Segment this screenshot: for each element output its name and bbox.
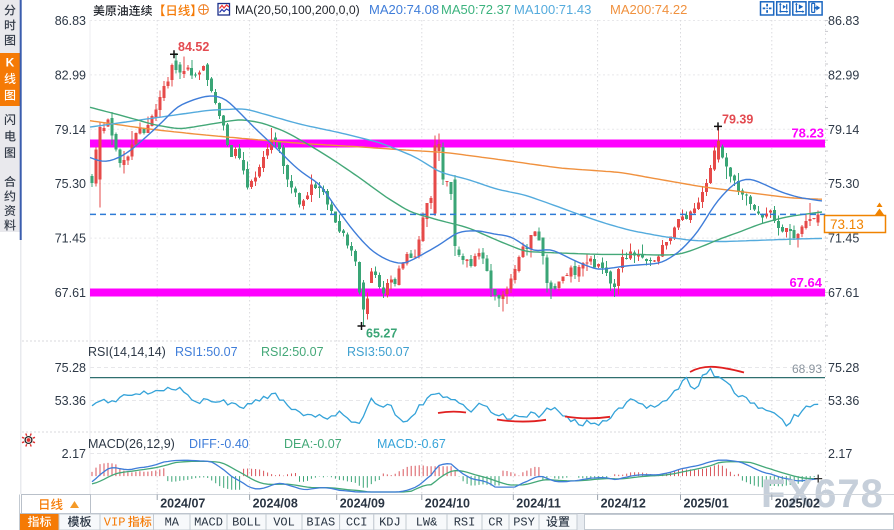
svg-text:71.45: 71.45 — [828, 232, 859, 246]
svg-text:79.14: 79.14 — [828, 123, 859, 137]
svg-text:53.36: 53.36 — [828, 394, 859, 408]
svg-text:82.99: 82.99 — [55, 68, 86, 82]
svg-text:VOL: VOL — [273, 516, 295, 530]
svg-text:MA200:74.22: MA200:74.22 — [610, 2, 687, 17]
svg-text:75.28: 75.28 — [828, 361, 859, 375]
svg-text:2025/02: 2025/02 — [775, 497, 820, 511]
svg-text:75.30: 75.30 — [55, 177, 86, 191]
svg-text:75.28: 75.28 — [55, 361, 86, 375]
svg-text:MACD(26,12,9): MACD(26,12,9) — [88, 437, 175, 451]
svg-text:MACD:-0.67: MACD:-0.67 — [377, 437, 446, 451]
svg-text:DIFF:-0.40: DIFF:-0.40 — [189, 437, 249, 451]
svg-text:K: K — [6, 56, 15, 70]
svg-text:BOLL: BOLL — [232, 516, 261, 530]
svg-text:2024/08: 2024/08 — [253, 497, 298, 511]
svg-text:KDJ: KDJ — [379, 516, 401, 530]
svg-text:MA50:72.37: MA50:72.37 — [441, 2, 511, 17]
svg-text:84.52: 84.52 — [178, 40, 209, 54]
svg-text:2024/09: 2024/09 — [340, 497, 385, 511]
svg-text:BIAS: BIAS — [306, 516, 335, 530]
svg-text:MACD: MACD — [194, 516, 223, 530]
svg-text:RSI3:50.07: RSI3:50.07 — [347, 345, 410, 359]
svg-text:2024/11: 2024/11 — [516, 497, 561, 511]
svg-text:VIP: VIP — [104, 516, 126, 530]
svg-text:2025/01: 2025/01 — [684, 497, 729, 511]
svg-text:78.23: 78.23 — [791, 126, 824, 141]
svg-text:67.61: 67.61 — [55, 286, 86, 300]
svg-text:CR: CR — [488, 516, 502, 530]
svg-text:2024/07: 2024/07 — [160, 497, 205, 511]
svg-text:86.83: 86.83 — [828, 14, 859, 28]
svg-text:79.14: 79.14 — [55, 123, 86, 137]
svg-text:RSI(14,14,14): RSI(14,14,14) — [88, 345, 166, 359]
svg-text:65.27: 65.27 — [366, 327, 397, 341]
svg-text:71.45: 71.45 — [55, 232, 86, 246]
svg-text:MA(20,50,100,200,0,0): MA(20,50,100,200,0,0) — [235, 3, 360, 17]
svg-text:67.64: 67.64 — [789, 275, 822, 290]
svg-text:68.93: 68.93 — [792, 362, 822, 376]
svg-text:53.36: 53.36 — [55, 394, 86, 408]
svg-text:2024/12: 2024/12 — [601, 497, 646, 511]
svg-text:RSI1:50.07: RSI1:50.07 — [175, 345, 238, 359]
svg-text:2.17: 2.17 — [828, 447, 852, 461]
svg-text:LW&: LW& — [416, 516, 438, 530]
svg-text:67.61: 67.61 — [828, 286, 859, 300]
svg-text:PSY: PSY — [513, 516, 535, 530]
svg-text:79.39: 79.39 — [722, 113, 753, 127]
svg-text:MA100:71.43: MA100:71.43 — [514, 2, 591, 17]
svg-text:2024/10: 2024/10 — [425, 497, 470, 511]
svg-text:MA20:74.08: MA20:74.08 — [369, 2, 439, 17]
svg-text:RSI2:50.07: RSI2:50.07 — [261, 345, 324, 359]
svg-text:86.83: 86.83 — [55, 14, 86, 28]
svg-text:DEA:-0.07: DEA:-0.07 — [284, 437, 342, 451]
svg-text:73.13: 73.13 — [830, 217, 864, 232]
svg-text:MA: MA — [165, 516, 180, 530]
svg-text:RSI: RSI — [454, 516, 476, 530]
svg-text:2.17: 2.17 — [62, 447, 86, 461]
svg-text:75.30: 75.30 — [828, 177, 859, 191]
svg-text:82.99: 82.99 — [828, 68, 859, 82]
svg-text:CCI: CCI — [346, 516, 368, 530]
